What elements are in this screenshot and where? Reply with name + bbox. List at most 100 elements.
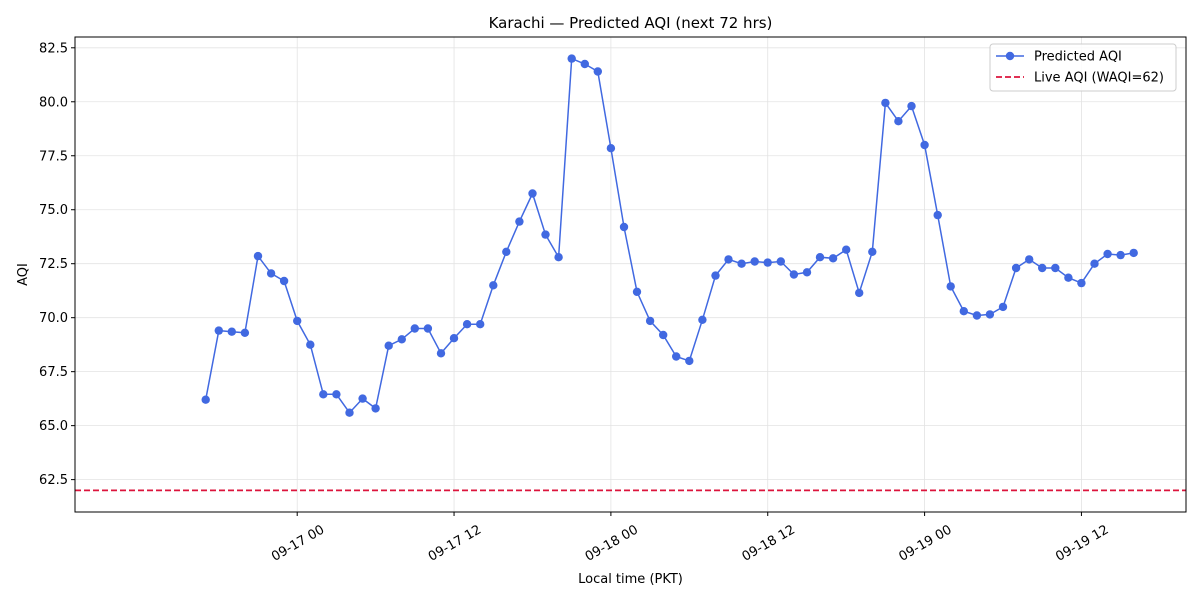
data-point — [724, 255, 733, 264]
data-point — [449, 334, 459, 343]
data-point — [802, 268, 812, 277]
data-point — [1051, 263, 1060, 273]
data-point — [1129, 248, 1138, 258]
data-point — [750, 257, 759, 266]
data-point — [240, 328, 250, 337]
data-point — [436, 349, 446, 358]
y-tick-label: 70.0 — [39, 311, 68, 326]
data-point — [1064, 273, 1073, 282]
data-point — [397, 335, 406, 344]
data-point — [266, 269, 276, 278]
data-point — [920, 140, 929, 150]
x-tick-label: 09-17 00 — [269, 522, 327, 564]
x-tick-label: 09-19 00 — [896, 522, 954, 564]
y-tick-label: 65.0 — [39, 419, 68, 434]
data-point — [476, 320, 485, 329]
data-point — [253, 251, 263, 261]
series-layer — [201, 54, 1138, 417]
data-point — [410, 324, 419, 333]
data-point — [659, 330, 668, 340]
data-point — [698, 315, 707, 324]
data-point — [319, 390, 328, 399]
data-point — [306, 340, 315, 349]
y-tick-label: 82.5 — [39, 41, 68, 56]
data-point — [1077, 278, 1086, 288]
data-point — [828, 254, 838, 263]
data-point — [868, 247, 877, 256]
data-point — [998, 302, 1008, 312]
legend: Predicted AQI Live AQI (WAQI=62) — [989, 43, 1177, 92]
data-point — [567, 54, 576, 63]
legend-series-label: Predicted AQI — [1034, 50, 1122, 65]
series-line — [204, 57, 1134, 414]
data-point — [1090, 259, 1099, 268]
data-point — [894, 117, 903, 126]
legend-reference-label: Live AQI (WAQI=62) — [1034, 71, 1164, 86]
data-point — [619, 222, 629, 232]
grid-layer — [75, 37, 1186, 512]
chart-title: Karachi — Predicted AQI (next 72 hrs) — [489, 14, 773, 32]
y-tick-label: 75.0 — [39, 203, 68, 218]
data-point — [1116, 250, 1125, 260]
data-point — [776, 257, 785, 266]
data-point — [855, 288, 864, 298]
data-point — [672, 352, 681, 361]
data-point — [358, 394, 367, 403]
data-point — [985, 310, 995, 319]
data-point — [711, 271, 720, 280]
data-point — [345, 408, 354, 417]
data-point — [554, 253, 563, 262]
data-point — [959, 307, 968, 316]
data-point — [279, 276, 289, 286]
data-point — [645, 316, 655, 326]
data-point — [293, 316, 302, 326]
y-tick-label: 72.5 — [39, 257, 68, 272]
y-axis-title: AQI — [16, 263, 31, 286]
data-point — [201, 395, 210, 404]
data-point — [815, 253, 825, 262]
y-axis: 62.5 65.0 67.5 70.0 72.5 75.0 77.5 80.0 82.5 — [39, 41, 75, 488]
data-point — [1038, 263, 1047, 273]
legend-box — [989, 43, 1177, 92]
data-point — [907, 101, 916, 111]
x-axis: 09-17 00 09-17 12 09-18 00 09-18 12 09-19 00… — [269, 512, 1111, 565]
data-point — [685, 356, 694, 366]
data-point — [1025, 255, 1034, 264]
data-point — [606, 144, 616, 153]
data-point — [541, 230, 550, 239]
data-point — [789, 270, 799, 279]
data-point — [528, 189, 537, 198]
data-point — [462, 320, 472, 329]
x-tick-label: 09-18 12 — [740, 522, 798, 564]
plot-frame — [74, 36, 1187, 513]
data-point — [371, 404, 380, 413]
data-point — [384, 341, 393, 350]
data-point — [227, 327, 236, 336]
x-tick-label: 09-18 00 — [583, 522, 641, 564]
x-axis-title: Local time (PKT) — [578, 572, 683, 587]
data-point — [423, 324, 433, 333]
data-point — [580, 59, 589, 69]
legend-series-marker — [1005, 51, 1015, 61]
data-point — [933, 210, 942, 220]
data-point — [632, 287, 642, 296]
data-point — [1103, 249, 1112, 259]
data-point — [881, 98, 890, 108]
data-point — [1011, 263, 1021, 273]
y-tick-label: 67.5 — [39, 365, 68, 380]
data-point — [842, 245, 851, 254]
x-tick-label: 09-19 12 — [1053, 522, 1111, 564]
data-point — [737, 259, 746, 268]
data-point — [489, 281, 498, 290]
data-point — [593, 67, 602, 76]
y-tick-label: 80.0 — [39, 95, 68, 110]
data-point — [946, 282, 955, 291]
x-tick-label: 09-17 12 — [426, 522, 484, 564]
data-point — [763, 258, 772, 267]
data-point — [502, 247, 511, 256]
y-tick-label: 77.5 — [39, 149, 68, 164]
data-point — [214, 326, 223, 335]
data-point — [515, 217, 524, 226]
